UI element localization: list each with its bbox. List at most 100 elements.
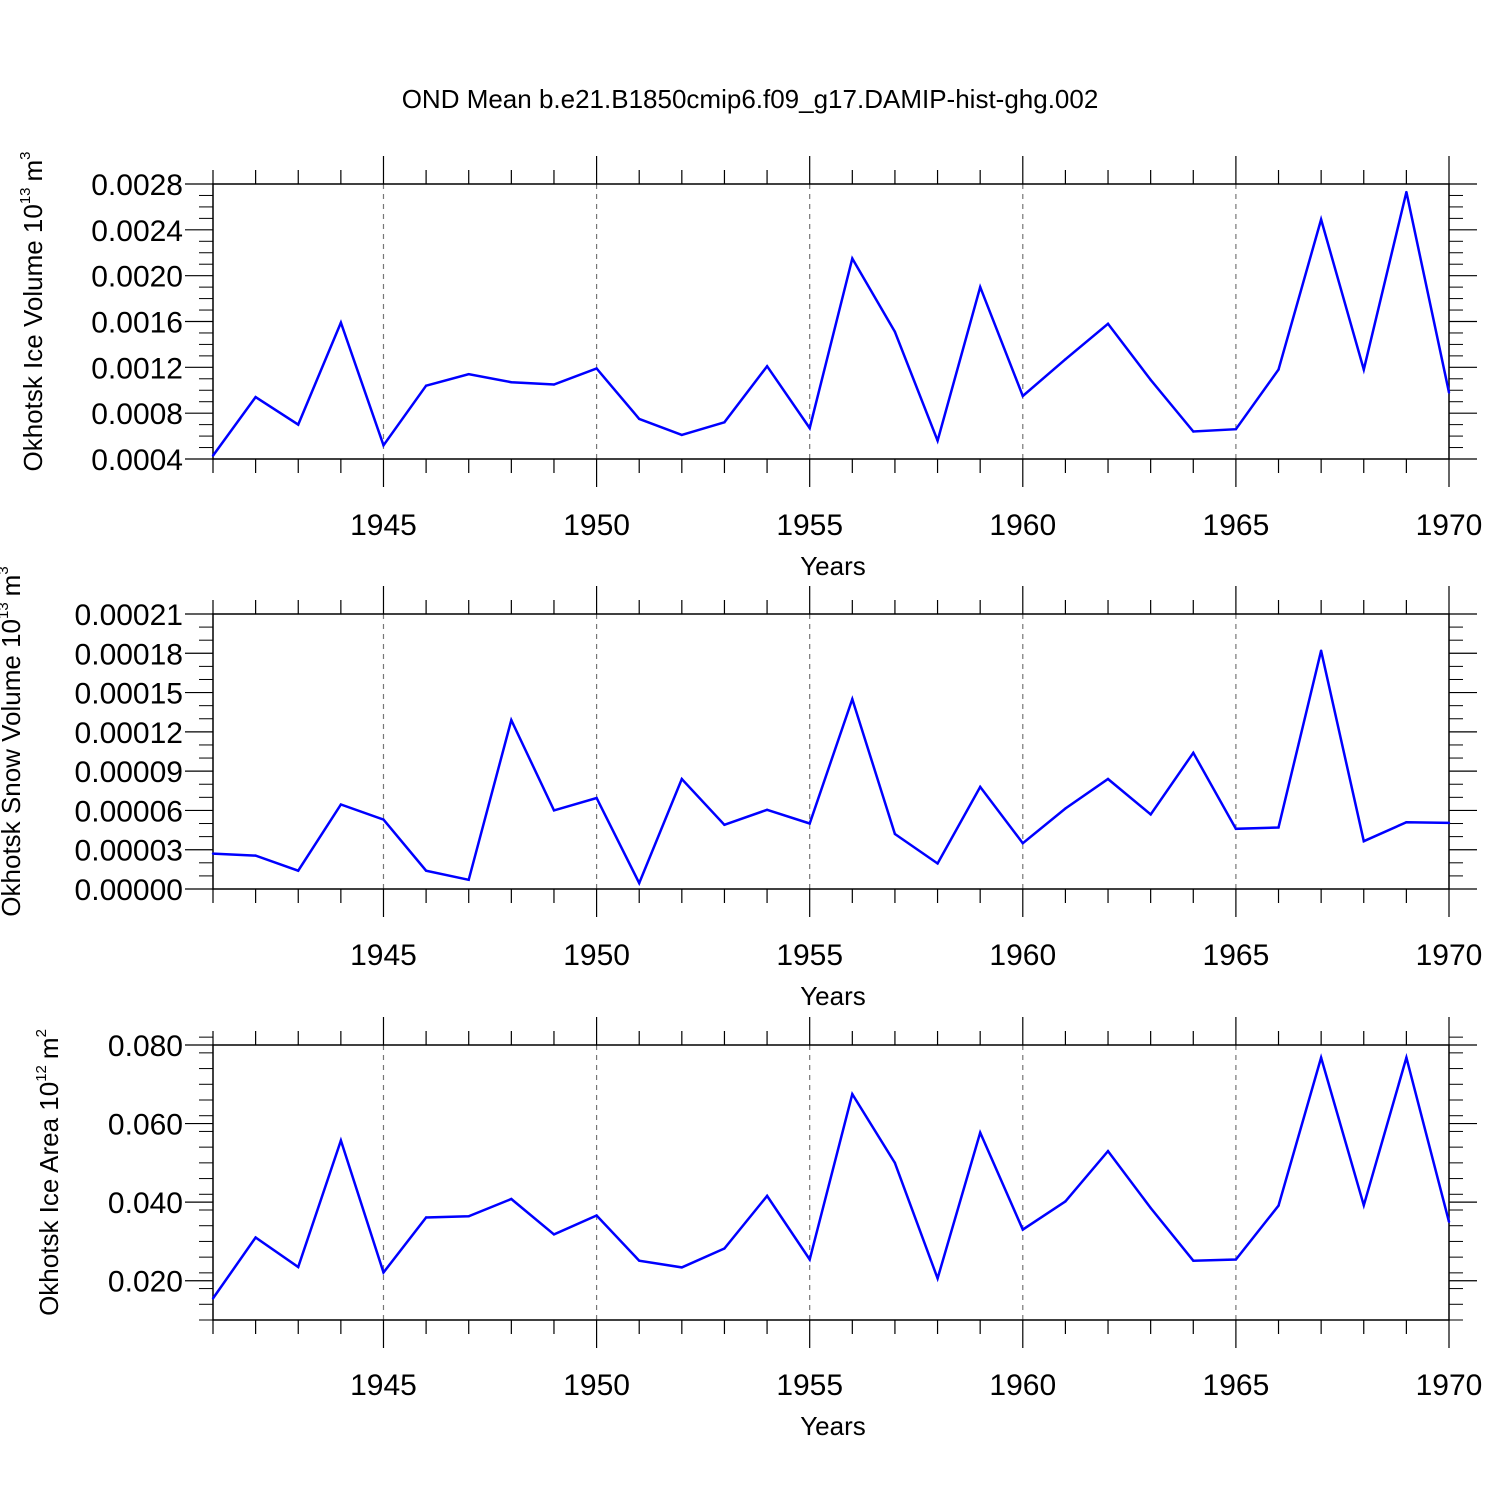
panel-snow-volume: 1945 1950 1955 1960 1965 1970 0.00000 0.00003 0.…	[0, 566, 1482, 1011]
data-point	[339, 1139, 343, 1142]
data-point	[339, 803, 343, 806]
data-point	[1234, 1258, 1238, 1261]
x-tick-label: 1950	[563, 1369, 630, 1402]
data-point	[765, 808, 769, 811]
y-axis-title: Okhotsk Snow Volume 1013 m3	[0, 566, 26, 916]
data-point	[1106, 777, 1110, 781]
data-point	[1362, 1204, 1365, 1207]
plot-frame	[212, 1044, 1450, 1321]
y-tick-label: 0.020	[108, 1266, 183, 1299]
data-point	[1447, 821, 1451, 825]
plot-frame	[212, 613, 1450, 890]
data-point	[893, 1161, 897, 1165]
data-point	[595, 796, 598, 800]
data-point	[1319, 218, 1323, 221]
data-point	[1149, 813, 1152, 816]
data-point	[638, 881, 641, 885]
data-point	[1405, 821, 1408, 824]
data-point	[1021, 841, 1024, 845]
data-point	[936, 1277, 939, 1280]
x-axis-title: Years	[800, 551, 866, 581]
y-tick-label: 0.0016	[91, 307, 183, 340]
data-point	[978, 785, 982, 789]
x-axis-title: Years	[800, 981, 866, 1011]
data-point	[510, 1197, 513, 1201]
data-point	[1277, 368, 1280, 371]
data-point	[808, 822, 811, 825]
data-point	[638, 1259, 641, 1262]
data-point	[510, 381, 513, 384]
data-point	[424, 869, 428, 872]
data-point	[1362, 368, 1365, 371]
data-point	[595, 1214, 598, 1217]
data-point	[467, 878, 470, 882]
data-point	[510, 718, 513, 722]
data-point	[1277, 826, 1280, 829]
data-point	[978, 285, 982, 289]
x-tick-label: 1945	[350, 1369, 417, 1402]
data-point	[1447, 391, 1451, 394]
x-tick-label: 1955	[776, 509, 843, 542]
data-point	[297, 1265, 300, 1269]
y-tick-label: 0.00003	[75, 835, 183, 868]
data-point	[851, 1092, 854, 1096]
data-point	[723, 421, 726, 424]
data-point	[1192, 430, 1195, 433]
data-point	[1405, 1056, 1408, 1059]
x-tick-label: 1960	[989, 509, 1056, 542]
data-point	[1319, 1056, 1323, 1059]
data-point	[1362, 840, 1365, 843]
y-tick-label: 0.060	[108, 1109, 183, 1142]
y-axis-title-unit: m	[18, 160, 48, 182]
data-point	[893, 832, 897, 836]
data-point	[1021, 394, 1024, 398]
y-axis-title-text: Okhotsk Ice Volume 10	[18, 204, 48, 471]
data-point	[680, 433, 684, 437]
y-axis-title: Okhotsk Ice Volume 1013 m3	[17, 151, 48, 471]
data-point	[382, 1271, 385, 1274]
data-point	[254, 854, 257, 857]
data-point	[936, 439, 939, 442]
y-tick-label: 0.00012	[75, 717, 183, 750]
data-point	[765, 1194, 769, 1198]
data-point	[1447, 1220, 1451, 1223]
data-point	[1064, 1200, 1067, 1203]
data-point	[1234, 827, 1238, 830]
y-tick-label: 0.00021	[75, 599, 183, 632]
y-tick-label: 0.0024	[91, 215, 183, 248]
y-tick-label: 0.00006	[75, 795, 183, 828]
data-point	[1106, 1149, 1110, 1153]
data-point	[211, 852, 215, 855]
y-tick-label: 0.0020	[91, 261, 183, 294]
data-point	[297, 869, 300, 872]
data-point	[680, 777, 684, 781]
data-point	[765, 364, 769, 368]
data-point	[1149, 378, 1152, 382]
y-tick-label: 0.0028	[91, 169, 183, 202]
x-tick-label: 1970	[1416, 1369, 1483, 1402]
data-point	[297, 423, 300, 426]
data-point	[1064, 358, 1067, 361]
data-point	[1234, 428, 1238, 431]
y-tick-label: 0.00000	[75, 874, 183, 907]
x-tick-label: 1945	[350, 939, 417, 972]
data-point	[723, 823, 726, 827]
y-tick-label: 0.0008	[91, 398, 183, 431]
y-axis-title-unit: m	[0, 575, 26, 597]
data-point	[1021, 1228, 1024, 1231]
plot-frame	[212, 183, 1450, 460]
x-tick-label: 1970	[1416, 939, 1483, 972]
data-point	[808, 426, 811, 430]
data-point	[1064, 807, 1067, 810]
y-tick-label: 0.0012	[91, 352, 183, 385]
x-tick-label: 1945	[350, 509, 417, 542]
y-axis-title-text: Okhotsk Ice Area 10	[34, 1082, 64, 1316]
data-point	[936, 862, 939, 865]
data-point	[382, 444, 385, 447]
data-point	[595, 367, 598, 370]
y-axis-title-exponent: 12	[33, 1065, 50, 1082]
data-point	[254, 1236, 257, 1239]
y-axis-title-exponent: 13	[0, 602, 12, 619]
figure-title: OND Mean b.e21.B1850cmip6.f09_g17.DAMIP-…	[402, 84, 1099, 114]
y-axis-title: Okhotsk Ice Area 1012 m2	[33, 1029, 64, 1316]
